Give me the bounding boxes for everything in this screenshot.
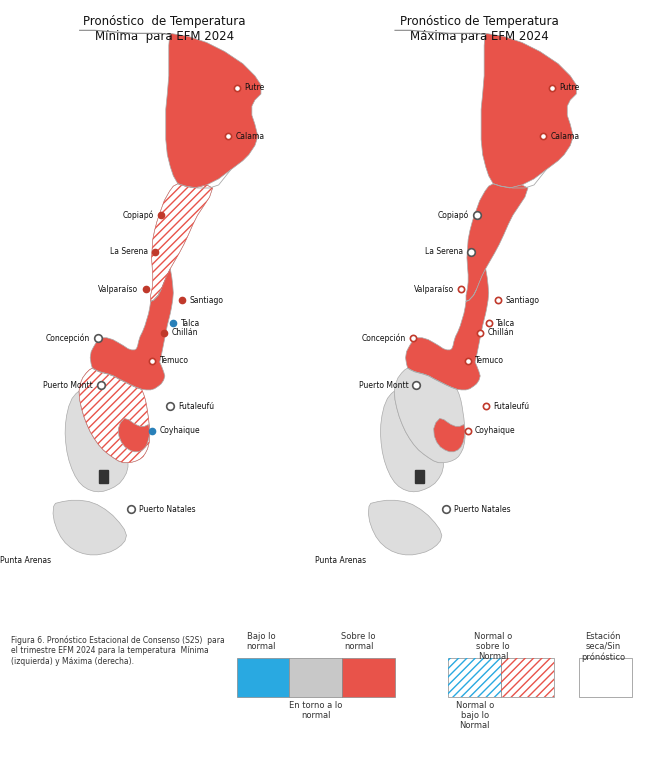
Text: Putre: Putre	[244, 83, 265, 92]
Text: Chillán: Chillán	[171, 328, 198, 337]
Text: Valparaíso: Valparaíso	[414, 285, 454, 294]
Text: Pronóstico de Temperatura
Máxima para EFM 2024: Pronóstico de Temperatura Máxima para EF…	[400, 15, 559, 43]
Polygon shape	[65, 391, 128, 492]
Text: Pronóstico  de Temperatura
Mínima  para EFM 2024: Pronóstico de Temperatura Mínima para EF…	[83, 15, 246, 43]
Text: Futaleufú: Futaleufú	[178, 402, 214, 411]
Bar	[99, 470, 108, 484]
Text: Puerto Natales: Puerto Natales	[454, 505, 510, 514]
Text: Concepción: Concepción	[46, 333, 90, 343]
Text: La Serena: La Serena	[110, 247, 148, 256]
Text: Calama: Calama	[551, 132, 579, 141]
Text: Puerto Montt: Puerto Montt	[359, 381, 409, 390]
Polygon shape	[150, 183, 213, 302]
Text: Punta Arenas: Punta Arenas	[0, 556, 51, 565]
Text: Talca: Talca	[181, 318, 200, 327]
Text: Bajo lo
normal: Bajo lo normal	[246, 631, 276, 651]
Polygon shape	[481, 33, 576, 188]
Text: Puerto Natales: Puerto Natales	[139, 505, 195, 514]
Text: Valparaíso: Valparaíso	[99, 285, 139, 294]
Text: Sobre lo
normal: Sobre lo normal	[342, 631, 376, 651]
Text: Concepción: Concepción	[361, 333, 405, 343]
Text: Copiapó: Copiapó	[438, 211, 469, 220]
Text: Estación
seca/Sin
prónóstico: Estación seca/Sin prónóstico	[581, 631, 625, 662]
Bar	[579, 658, 631, 697]
Text: Talca: Talca	[496, 318, 516, 327]
Bar	[415, 470, 424, 484]
Text: Santiago: Santiago	[190, 296, 224, 305]
Polygon shape	[369, 500, 442, 555]
Polygon shape	[380, 391, 443, 492]
Bar	[501, 658, 555, 697]
Text: Puerto Montt: Puerto Montt	[43, 381, 93, 390]
Polygon shape	[434, 418, 465, 452]
Text: Chillán: Chillán	[487, 328, 514, 337]
Text: Punta Arenas: Punta Arenas	[315, 556, 367, 565]
Text: Calama: Calama	[235, 132, 264, 141]
Text: Normal o
bajo lo
Normal: Normal o bajo lo Normal	[456, 700, 494, 731]
Text: Coyhaique: Coyhaique	[160, 426, 200, 435]
Polygon shape	[79, 368, 150, 462]
Polygon shape	[466, 183, 528, 302]
Polygon shape	[118, 418, 150, 452]
Text: La Serena: La Serena	[425, 247, 463, 256]
Bar	[342, 658, 396, 697]
Bar	[290, 658, 342, 697]
Text: Coyhaique: Coyhaique	[475, 426, 516, 435]
Bar	[237, 658, 290, 697]
Bar	[501, 658, 555, 697]
Text: Temuco: Temuco	[160, 356, 189, 365]
Polygon shape	[90, 268, 173, 390]
Text: Futaleufú: Futaleufú	[493, 402, 530, 411]
Text: Santiago: Santiago	[505, 296, 539, 305]
Polygon shape	[166, 33, 261, 188]
Polygon shape	[405, 268, 489, 390]
Text: Copiapó: Copiapó	[122, 211, 154, 220]
Polygon shape	[394, 368, 465, 462]
Text: Putre: Putre	[560, 83, 580, 92]
Text: Temuco: Temuco	[475, 356, 504, 365]
Text: Normal o
sobre lo
Normal: Normal o sobre lo Normal	[474, 631, 512, 662]
Bar	[448, 658, 501, 697]
Bar	[448, 658, 501, 697]
Polygon shape	[53, 500, 126, 555]
Text: Figura 6. Pronóstico Estacional de Consenso (S2S)  para
el trimestre EFM 2024 pa: Figura 6. Pronóstico Estacional de Conse…	[11, 635, 225, 666]
Text: En torno a lo
normal: En torno a lo normal	[289, 700, 343, 720]
